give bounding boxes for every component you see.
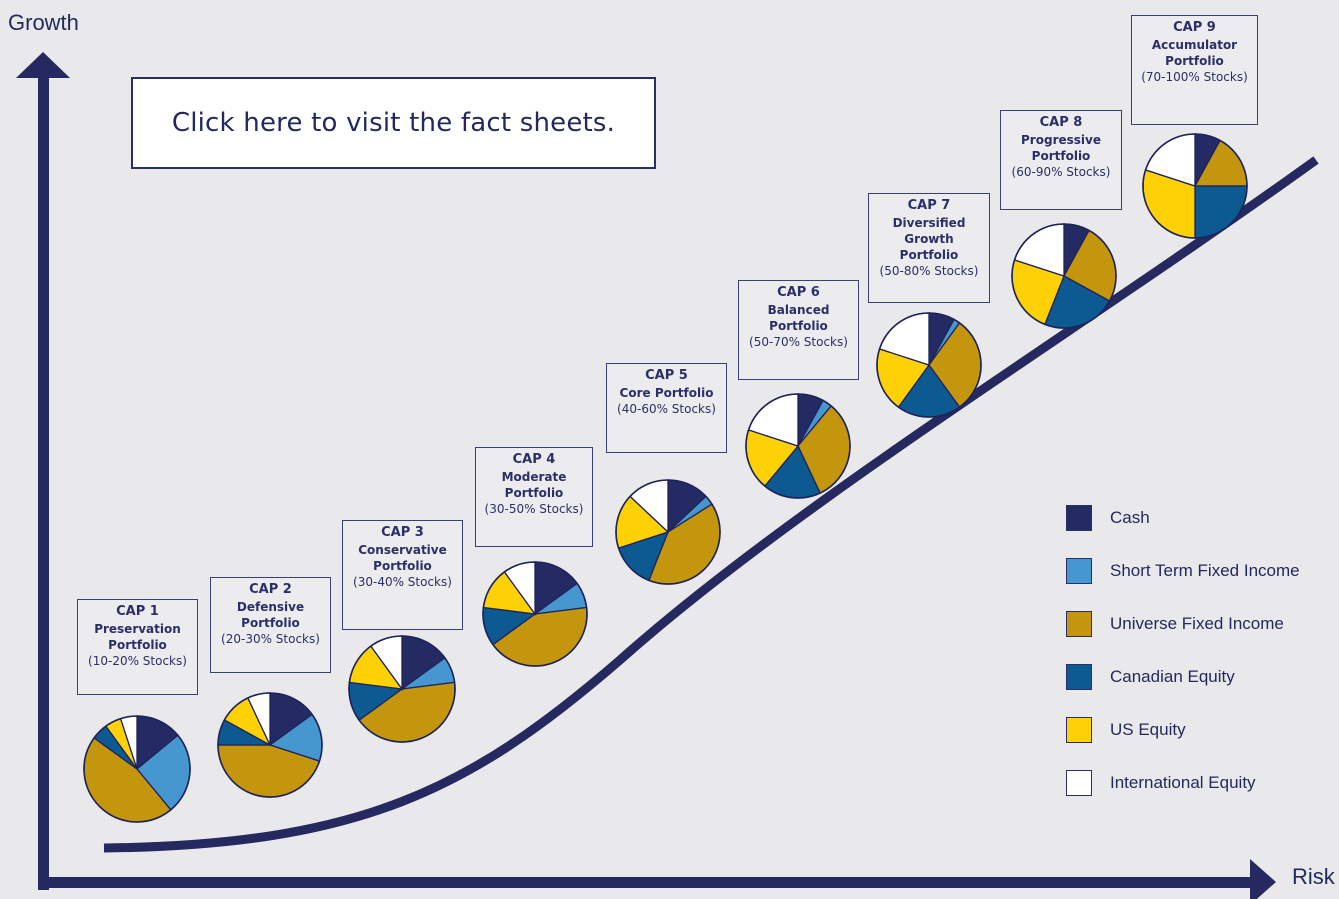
portfolio-name: Accumulator (1151, 37, 1238, 52)
legend-label-international-equity: International Equity (1110, 773, 1256, 792)
portfolio-stock-range: (50-80% Stocks) (879, 264, 979, 279)
portfolio-suffix: Portfolio (769, 318, 828, 333)
legend-label-short-term-fixed-income: Short Term Fixed Income (1110, 561, 1300, 580)
portfolio-name: Diversified Growth (892, 215, 966, 246)
portfolio-code: CAP 5 (645, 368, 688, 383)
portfolio-label-cap-2: CAP 2 Defensive Portfolio (20-30% Stocks) (210, 577, 331, 673)
pie-outline (1011, 223, 1117, 329)
pie-cap-8 (1011, 223, 1117, 329)
portfolio-code: CAP 2 (249, 582, 292, 597)
pie-cap-1 (83, 715, 191, 823)
legend-item-canadian-equity: Canadian Equity (1066, 664, 1339, 690)
portfolio-suffix: Portfolio (1165, 53, 1224, 68)
portfolio-label-cap-4: CAP 4 Moderate Portfolio (30-50% Stocks) (475, 447, 593, 547)
fact-sheets-link[interactable]: Click here to visit the fact sheets. (131, 77, 656, 169)
portfolio-code: CAP 3 (381, 525, 424, 540)
legend-label-canadian-equity: Canadian Equity (1110, 667, 1235, 686)
portfolio-name: Preservation (94, 621, 181, 636)
portfolio-code: CAP 4 (512, 452, 556, 467)
pie-outline (615, 479, 721, 585)
pie-outline (876, 312, 982, 418)
portfolio-name: Balanced (767, 302, 830, 317)
legend-swatch-canadian-equity (1066, 664, 1092, 690)
portfolio-suffix: Portfolio (1031, 148, 1091, 163)
portfolio-stock-range: (30-50% Stocks) (484, 501, 584, 516)
legend-item-cash: Cash (1066, 505, 1339, 531)
portfolio-stock-range: (10-20% Stocks) (88, 653, 187, 668)
portfolio-suffix: Portfolio (899, 247, 959, 262)
pie-outline (83, 715, 191, 823)
pie-charts (83, 133, 1248, 823)
portfolio-label-cap-6: CAP 6 Balanced Portfolio (50-70% Stocks) (738, 280, 859, 380)
x-axis-line (38, 877, 1256, 888)
y-axis-arrow (16, 52, 70, 78)
portfolio-code: CAP 1 (116, 604, 159, 619)
portfolio-code: CAP 6 (777, 285, 820, 300)
pie-outline (745, 393, 851, 499)
pie-cap-2 (217, 692, 323, 798)
portfolio-stock-range: (20-30% Stocks) (221, 631, 320, 646)
pie-cap-4 (482, 561, 588, 667)
portfolio-name: Conservative (358, 542, 447, 557)
pie-outline (1142, 133, 1248, 239)
y-axis-line (38, 72, 49, 890)
legend-swatch-short-term-fixed-income (1066, 558, 1092, 584)
portfolio-name: Moderate (501, 469, 567, 484)
portfolio-stock-range: (40-60% Stocks) (617, 401, 716, 416)
x-axis-arrow (1250, 859, 1276, 899)
portfolio-label-cap-7: CAP 7 Diversified Growth Portfolio (50-80% … (868, 193, 990, 303)
portfolio-suffix: Portfolio (373, 558, 432, 573)
portfolio-code: CAP 7 (907, 198, 951, 213)
legend-swatch-cash (1066, 505, 1092, 531)
pie-outline (348, 635, 456, 743)
portfolio-suffix: Portfolio (504, 485, 564, 500)
pie-outline (482, 561, 588, 667)
portfolio-label-cap-8: CAP 8 Progressive Portfolio (60-90% Stocks) (1000, 110, 1122, 210)
legend-item-universe-fixed-income: Universe Fixed Income (1066, 611, 1339, 637)
pie-outline (217, 692, 323, 798)
portfolio-code: CAP 8 (1039, 115, 1083, 130)
portfolio-code: CAP 9 (1173, 20, 1216, 35)
portfolio-label-cap-1: CAP 1 Preservation Portfolio (10-20% Stocks… (77, 599, 198, 695)
pie-cap-5 (615, 479, 721, 585)
portfolio-stock-range: (50-70% Stocks) (749, 334, 848, 349)
pie-cap-6 (745, 393, 851, 499)
portfolio-stock-range: (30-40% Stocks) (353, 574, 452, 589)
legend-item-short-term-fixed-income: Short Term Fixed Income (1066, 558, 1339, 584)
portfolio-suffix: Portfolio (241, 615, 300, 630)
legend-swatch-universe-fixed-income (1066, 611, 1092, 637)
portfolio-label-cap-9: CAP 9 Accumulator Portfolio (70-100% Stocks… (1131, 15, 1258, 125)
portfolio-name: Defensive (236, 599, 305, 614)
portfolio-label-cap-5: CAP 5 Core Portfolio (40-60% Stocks) (606, 363, 727, 453)
x-axis-label: Risk (1292, 864, 1335, 889)
legend-item-international-equity: International Equity (1066, 770, 1339, 796)
legend-swatch-us-equity (1066, 717, 1092, 743)
portfolio-name: Progressive (1021, 132, 1101, 147)
legend-swatch-international-equity (1066, 770, 1092, 796)
pie-cap-3 (348, 635, 456, 743)
legend-label-cash: Cash (1110, 508, 1150, 527)
legend-label-universe-fixed-income: Universe Fixed Income (1110, 614, 1284, 633)
legend-label-us-equity: US Equity (1110, 720, 1186, 739)
portfolio-label-cap-3: CAP 3 Conservative Portfolio (30-40% Stocks… (342, 520, 463, 630)
axes (16, 52, 1276, 899)
portfolio-suffix: Portfolio (108, 637, 167, 652)
portfolio-stock-range: (70-100% Stocks) (1141, 69, 1248, 84)
portfolio-name: Core Portfolio (619, 385, 714, 400)
portfolio-stock-range: (60-90% Stocks) (1011, 164, 1111, 179)
pie-cap-9 (1142, 133, 1248, 239)
y-axis-label: Growth (8, 10, 79, 35)
pie-cap-7 (876, 312, 982, 418)
legend-item-us-equity: US Equity (1066, 717, 1339, 743)
